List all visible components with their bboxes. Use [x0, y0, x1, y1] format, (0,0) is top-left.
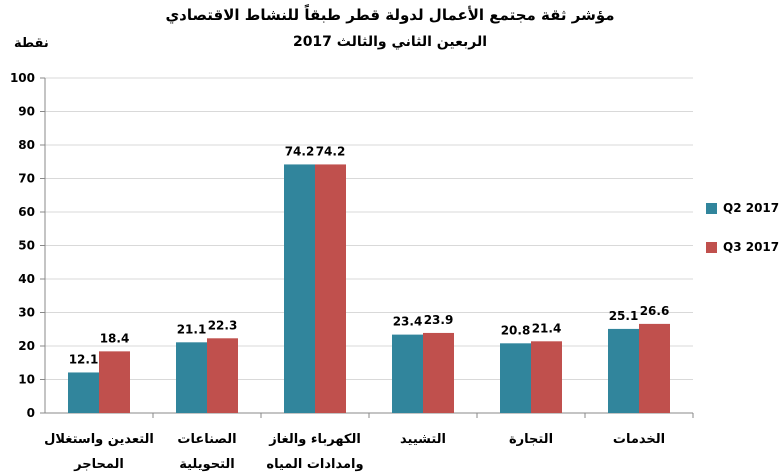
- data-label: 23.4: [393, 315, 423, 329]
- legend-swatch-q2: [706, 202, 717, 214]
- x-category-label: الخدمات: [613, 432, 665, 447]
- x-category-label: التعدين واستغلال: [44, 432, 154, 447]
- bar-q2: [608, 328, 639, 413]
- bar-q2: [284, 164, 315, 413]
- legend-item-q3: Q3 2017: [706, 240, 779, 254]
- data-label: 23.9: [424, 313, 454, 327]
- y-tick-label: 40: [18, 272, 35, 286]
- chart-title: مؤشر ثقة مجتمع الأعمال لدولة قطر طبقاً ل…: [165, 6, 615, 24]
- legend-label-q3: Q3 2017: [723, 240, 780, 254]
- data-label: 18.4: [100, 331, 130, 345]
- y-tick-label: 70: [18, 172, 35, 186]
- bar-q3: [639, 323, 670, 413]
- bar-q2: [392, 334, 423, 413]
- y-tick-label: 60: [18, 205, 35, 219]
- bar-q2: [500, 343, 531, 413]
- data-label: 25.1: [609, 309, 639, 323]
- data-label: 74.2: [316, 144, 346, 158]
- chart-subtitle: الربعين الثاني والثالث 2017: [292, 34, 488, 50]
- y-tick-label: 90: [18, 105, 35, 119]
- y-tick-label: 80: [18, 138, 35, 152]
- data-label: 20.8: [501, 323, 531, 337]
- x-category-label: الصناعات: [177, 432, 236, 447]
- legend-swatch-q3: [706, 241, 717, 253]
- data-label: 21.4: [532, 321, 562, 335]
- data-label: 21.1: [177, 322, 207, 336]
- x-category-label: التشييد: [400, 432, 446, 447]
- x-category-label: وامدادات المياه: [266, 457, 363, 472]
- x-category-label: التحويلية: [179, 457, 235, 472]
- bar-q3: [423, 332, 454, 413]
- y-tick-label: 100: [10, 71, 35, 85]
- y-axis-label: نقطة: [14, 36, 49, 51]
- bar-q3: [207, 338, 238, 413]
- y-tick-label: 0: [27, 406, 35, 420]
- y-tick-label: 20: [18, 339, 35, 353]
- bar-q3: [99, 351, 130, 413]
- legend-label-q2: Q2 2017: [723, 201, 780, 215]
- bar-q2: [68, 372, 99, 413]
- data-label: 22.3: [208, 318, 238, 332]
- data-label: 26.6: [640, 304, 670, 318]
- y-tick-label: 30: [18, 306, 35, 320]
- y-tick-label: 10: [18, 373, 35, 387]
- data-label: 74.2: [285, 144, 315, 158]
- data-label: 12.1: [69, 352, 99, 366]
- x-category-label: المحاجر: [73, 457, 124, 472]
- x-category-label: الكهرباء والغاز: [268, 432, 361, 447]
- bar-q2: [176, 342, 207, 413]
- x-category-label: التجارة: [509, 432, 553, 447]
- legend-item-q2: Q2 2017: [706, 201, 779, 215]
- bar-q3: [531, 341, 562, 413]
- bar-q3: [315, 164, 346, 413]
- y-tick-label: 50: [18, 239, 35, 253]
